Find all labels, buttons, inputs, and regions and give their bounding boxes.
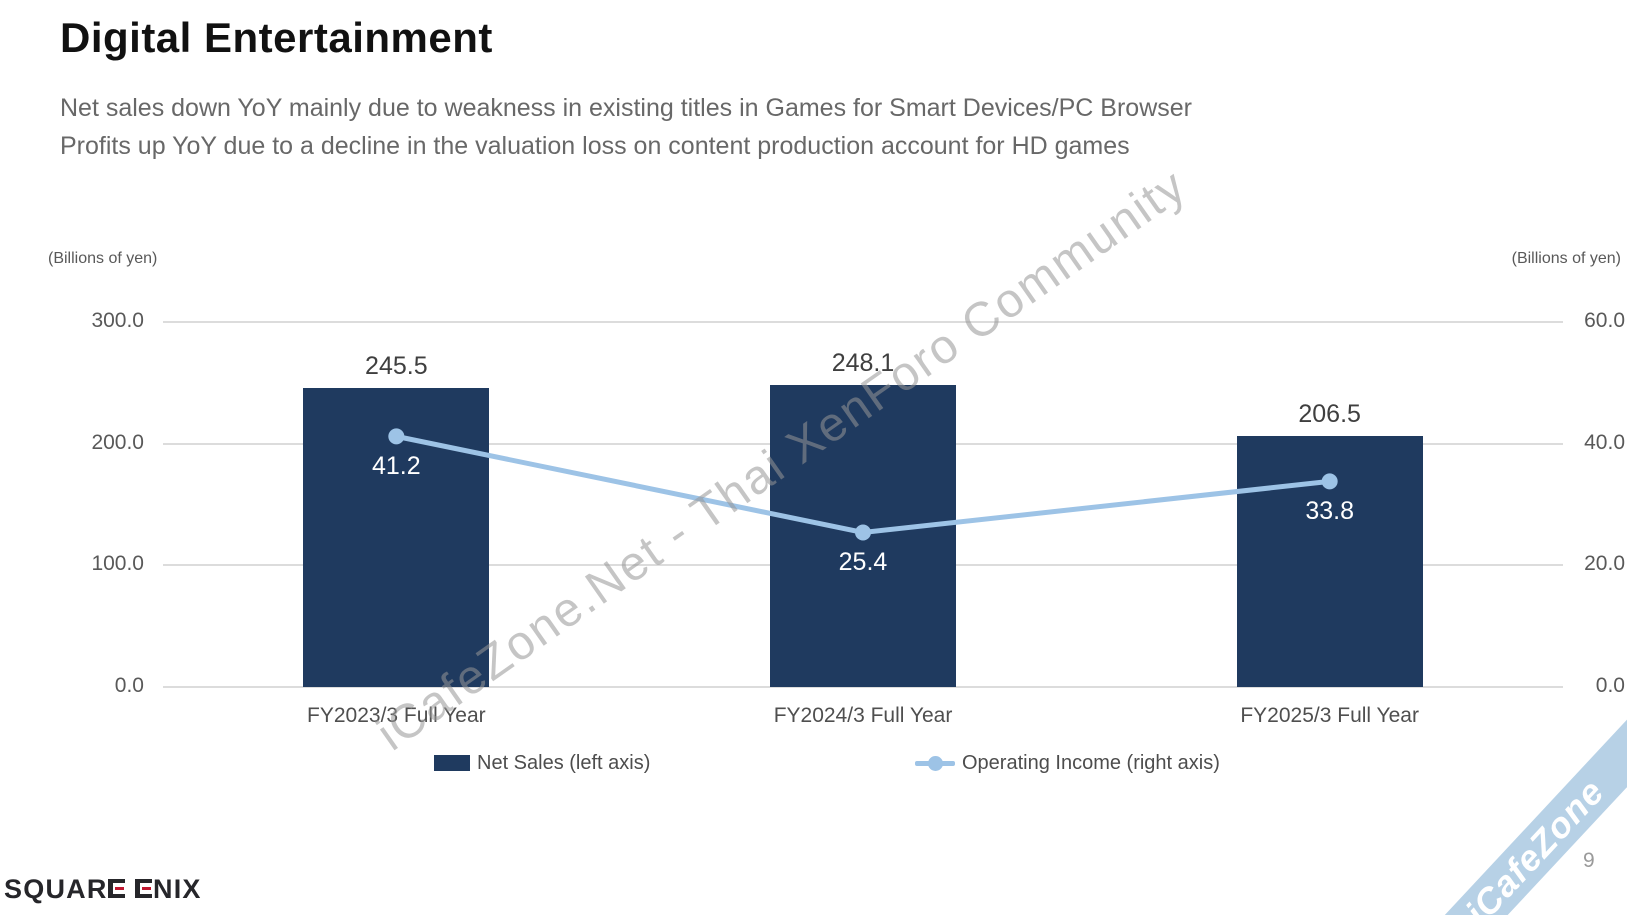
right-axis-tick: 0.0 xyxy=(1595,674,1625,697)
logo-letter: Q xyxy=(23,874,46,904)
operating-income-swatch-icon xyxy=(915,755,955,771)
logo-letter: A xyxy=(66,874,87,904)
logo-letter: R xyxy=(86,874,108,904)
left-axis-caption: (Billions of yen) xyxy=(48,250,158,267)
page-title: Digital Entertainment xyxy=(60,14,493,61)
category-label: FY2025/3 Full Year xyxy=(1240,704,1419,727)
bar-value-label: 248.1 xyxy=(831,349,895,378)
left-axis-tick: 0.0 xyxy=(114,674,144,697)
legend-item-operating-income: Operating Income (right axis) xyxy=(915,750,1220,776)
legend-item-net-sales: Net Sales (left axis) xyxy=(434,750,650,776)
subtitle-line-1: Net sales down YoY mainly due to weaknes… xyxy=(60,94,1192,122)
logo-letter-e xyxy=(135,878,153,898)
right-axis-caption: (Billions of yen) xyxy=(1511,250,1621,267)
right-axis-tick: 20.0 xyxy=(1584,552,1625,576)
left-axis-tick: 300.0 xyxy=(91,309,144,332)
line-value-label: 33.8 xyxy=(1305,497,1354,526)
page-number: 9 xyxy=(1583,849,1595,872)
logo-letter xyxy=(126,874,135,904)
logo-letter: U xyxy=(45,874,67,904)
right-axis-tick: 40.0 xyxy=(1584,430,1625,454)
line-value-label: 41.2 xyxy=(371,452,421,481)
bar-value-label: 245.5 xyxy=(365,352,428,381)
logo-letter: I xyxy=(173,874,183,904)
square-enix-logo: SQUAR NIX xyxy=(4,874,202,905)
left-axis-tick: 100.0 xyxy=(91,552,144,576)
line-value-label: 25.4 xyxy=(838,548,888,577)
net-sales-swatch-icon xyxy=(434,755,470,771)
logo-letter: S xyxy=(4,874,24,904)
operating-income-legend-label: Operating Income (right axis) xyxy=(962,751,1220,774)
logo-letter: N xyxy=(152,874,174,904)
logo-letter-e xyxy=(108,878,126,898)
subtitle-line-2: Profits up YoY due to a decline in the v… xyxy=(60,132,1130,160)
logo-letter: X xyxy=(182,874,202,904)
operating-income-dot-icon xyxy=(928,755,943,771)
net-sales-legend-label: Net Sales (left axis) xyxy=(477,751,651,774)
bar-value-label: 206.5 xyxy=(1298,399,1361,428)
right-axis-tick: 60.0 xyxy=(1584,309,1625,332)
category-label: FY2024/3 Full Year xyxy=(773,704,953,727)
net-sales-bar xyxy=(303,388,490,687)
chart-legend: Net Sales (left axis) Operating Income (… xyxy=(0,750,1627,776)
net-sales-bar xyxy=(1236,435,1423,687)
category-label: FY2023/3 Full Year xyxy=(307,704,486,727)
gridline xyxy=(163,686,1563,688)
left-axis-tick: 200.0 xyxy=(91,430,144,454)
gridline xyxy=(163,321,1563,323)
